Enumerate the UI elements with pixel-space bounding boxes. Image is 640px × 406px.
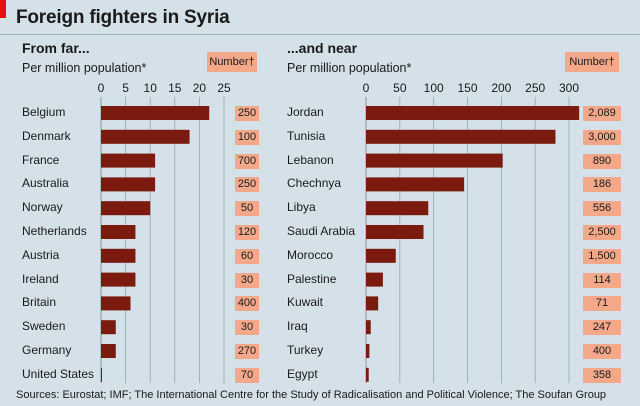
right-number-header: Number† [565, 52, 619, 72]
category-label: Austria [22, 247, 60, 262]
category-label: Libya [287, 200, 316, 215]
category-label: Tunisia [287, 128, 326, 143]
right-panel-subtitle: Per million population* [287, 61, 412, 75]
x-tick-label: 20 [193, 81, 207, 95]
category-label: Egypt [287, 366, 318, 381]
category-label: Chechnya [287, 176, 342, 191]
category-label: Sweden [22, 319, 66, 334]
category-label: Turkey [287, 343, 324, 357]
category-label: Morocco [287, 247, 334, 262]
bar [366, 248, 396, 263]
number-value: 250 [235, 106, 259, 121]
x-tick-label: 5 [122, 81, 129, 95]
bar [101, 225, 136, 239]
category-label: Belgium [22, 105, 66, 119]
number-value: 556 [583, 201, 621, 217]
number-value: 2,089 [583, 106, 621, 121]
category-label: Lebanon [287, 152, 334, 167]
bar [366, 367, 369, 382]
number-value: 270 [235, 344, 259, 359]
number-value: 186 [583, 177, 621, 193]
brand-accent-mark [0, 0, 6, 18]
x-tick-label: 0 [98, 81, 105, 95]
number-value: 60 [235, 248, 259, 264]
x-tick-label: 100 [424, 81, 444, 95]
category-label: Britain [22, 295, 57, 310]
number-value: 70 [235, 367, 259, 383]
chart-title: Foreign fighters in Syria [16, 7, 230, 28]
bar [366, 296, 379, 311]
bar [101, 177, 156, 192]
number-value: 114 [583, 272, 621, 288]
right-panel-title: ...and near [287, 40, 358, 56]
number-value: 3,000 [583, 129, 621, 145]
bar [101, 367, 102, 382]
bar [366, 129, 556, 144]
bar [366, 201, 429, 216]
category-label: United States [22, 366, 95, 381]
bar [366, 320, 371, 335]
number-value: 30 [235, 320, 259, 336]
left-number-header: Number† [207, 52, 257, 72]
bar [366, 344, 370, 358]
number-value: 2,500 [583, 225, 621, 240]
bar [101, 153, 156, 168]
bar [101, 272, 136, 287]
number-value: 247 [583, 320, 621, 336]
bar [366, 106, 580, 120]
category-label: Jordan [287, 105, 324, 119]
bar [101, 201, 151, 216]
category-label: Saudi Arabia [287, 224, 356, 238]
number-value: 1,500 [583, 248, 621, 264]
number-value: 50 [235, 201, 259, 217]
x-tick-label: 250 [525, 81, 545, 95]
category-label: Australia [22, 176, 69, 191]
category-label: Palestine [287, 271, 337, 286]
number-value: 700 [235, 153, 259, 169]
number-value: 30 [235, 272, 259, 288]
number-value: 358 [583, 367, 621, 383]
category-label: Denmark [22, 128, 71, 143]
number-value: 400 [583, 344, 621, 359]
bar [101, 248, 136, 263]
left-panel-subtitle: Per million population* [22, 61, 147, 75]
bar [366, 153, 503, 168]
category-label: Norway [22, 200, 63, 215]
bar [366, 272, 383, 287]
x-tick-label: 50 [393, 81, 407, 95]
x-tick-label: 10 [144, 81, 158, 95]
number-value: 100 [235, 129, 259, 145]
x-tick-label: 200 [491, 81, 511, 95]
bar [366, 177, 465, 192]
category-label: Iraq [287, 319, 308, 334]
bar [101, 320, 116, 335]
left-panel-title: From far... [22, 40, 90, 56]
number-value: 890 [583, 153, 621, 169]
bar [366, 225, 424, 239]
x-tick-label: 0 [363, 81, 370, 95]
x-tick-label: 25 [217, 81, 231, 95]
bar [101, 344, 116, 358]
category-label: Ireland [22, 271, 59, 286]
x-tick-label: 15 [168, 81, 182, 95]
bar [101, 296, 131, 311]
source-note: Sources: Eurostat; IMF; The Internationa… [16, 389, 607, 401]
category-label: Germany [22, 343, 72, 357]
bar [101, 129, 190, 144]
title-divider [0, 34, 640, 35]
x-tick-label: 150 [457, 81, 477, 95]
number-value: 400 [235, 296, 259, 312]
number-value: 120 [235, 225, 259, 240]
x-tick-label: 300 [559, 81, 579, 95]
category-label: Kuwait [287, 295, 324, 310]
number-value: 250 [235, 177, 259, 193]
number-value: 71 [583, 296, 621, 312]
category-label: Netherlands [22, 224, 87, 238]
category-label: France [22, 152, 60, 167]
bar [101, 106, 210, 120]
